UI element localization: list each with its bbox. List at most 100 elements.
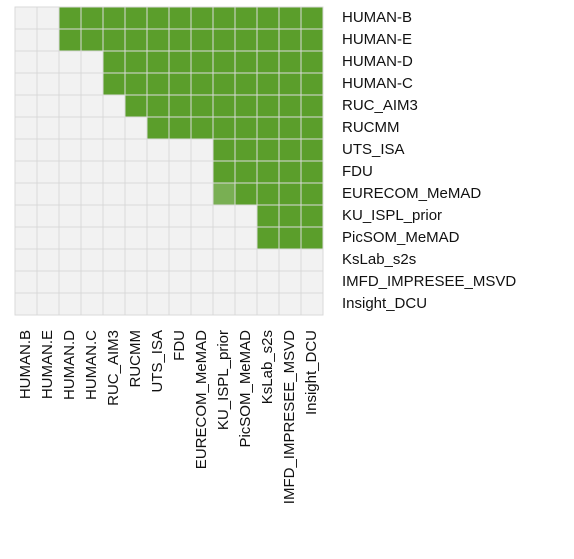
cell (234, 28, 258, 52)
cell (124, 72, 148, 96)
cell (234, 50, 258, 74)
cell (168, 72, 192, 96)
cell (124, 248, 148, 272)
cell (80, 248, 104, 272)
cell (58, 50, 82, 74)
cell (212, 292, 236, 316)
cell (190, 72, 214, 96)
cell (256, 72, 280, 96)
cell (168, 270, 192, 294)
cell (256, 226, 280, 250)
cell (102, 28, 126, 52)
cell (212, 72, 236, 96)
cell (168, 50, 192, 74)
cell (234, 182, 258, 206)
cell (146, 226, 170, 250)
column-label: HUMAN.C (83, 330, 100, 400)
cell (146, 270, 170, 294)
cell (14, 182, 38, 206)
cell (124, 116, 148, 140)
cell (256, 116, 280, 140)
cell (300, 182, 324, 206)
cell (36, 182, 60, 206)
cell (278, 50, 302, 74)
cell (212, 94, 236, 118)
cell (14, 72, 38, 96)
cell (300, 50, 324, 74)
cell (146, 292, 170, 316)
cell (256, 292, 280, 316)
cell (278, 270, 302, 294)
row-label: PicSOM_MeMAD (342, 229, 460, 246)
cell (124, 160, 148, 184)
cell (36, 270, 60, 294)
cell (256, 182, 280, 206)
cell (58, 160, 82, 184)
cell (300, 94, 324, 118)
cell (146, 72, 170, 96)
cell (124, 28, 148, 52)
cell (168, 204, 192, 228)
cell (168, 292, 192, 316)
cell (58, 248, 82, 272)
cell (146, 50, 170, 74)
cell (234, 94, 258, 118)
cell (124, 270, 148, 294)
cell (190, 270, 214, 294)
column-label: RUCMM (127, 330, 144, 388)
cell (80, 138, 104, 162)
cell (80, 270, 104, 294)
row-label: KU_ISPL_prior (342, 207, 442, 224)
cell (300, 226, 324, 250)
cell (212, 182, 236, 206)
cell (124, 94, 148, 118)
cell (234, 248, 258, 272)
cell (168, 160, 192, 184)
cell (146, 248, 170, 272)
cell (58, 138, 82, 162)
cell (256, 160, 280, 184)
cell (190, 50, 214, 74)
cell (102, 6, 126, 30)
cell (80, 116, 104, 140)
cell (234, 226, 258, 250)
row-label: RUC_AIM3 (342, 97, 418, 114)
cell (58, 270, 82, 294)
cell (58, 72, 82, 96)
row-label: UTS_ISA (342, 141, 405, 158)
row-label: RUCMM (342, 119, 400, 136)
cell (14, 94, 38, 118)
cell (190, 138, 214, 162)
cell (102, 226, 126, 250)
cell (168, 138, 192, 162)
column-label: IMFD_IMPRESEE_MSVD (281, 330, 298, 504)
cell (80, 292, 104, 316)
cell (278, 72, 302, 96)
cell (256, 270, 280, 294)
cell (256, 204, 280, 228)
cell (36, 248, 60, 272)
cell (58, 204, 82, 228)
cell (80, 226, 104, 250)
row-label: IMFD_IMPRESEE_MSVD (342, 273, 516, 290)
cell (102, 138, 126, 162)
cell (234, 204, 258, 228)
cell (14, 204, 38, 228)
cell (300, 116, 324, 140)
cell (124, 182, 148, 206)
cell (58, 94, 82, 118)
cell (58, 116, 82, 140)
cell (36, 116, 60, 140)
cell (14, 292, 38, 316)
cell (14, 6, 38, 30)
cell (278, 226, 302, 250)
cell (234, 270, 258, 294)
row-label: KsLab_s2s (342, 251, 416, 268)
cell (168, 116, 192, 140)
cell (190, 160, 214, 184)
cell (124, 292, 148, 316)
cell (300, 72, 324, 96)
cell (58, 226, 82, 250)
